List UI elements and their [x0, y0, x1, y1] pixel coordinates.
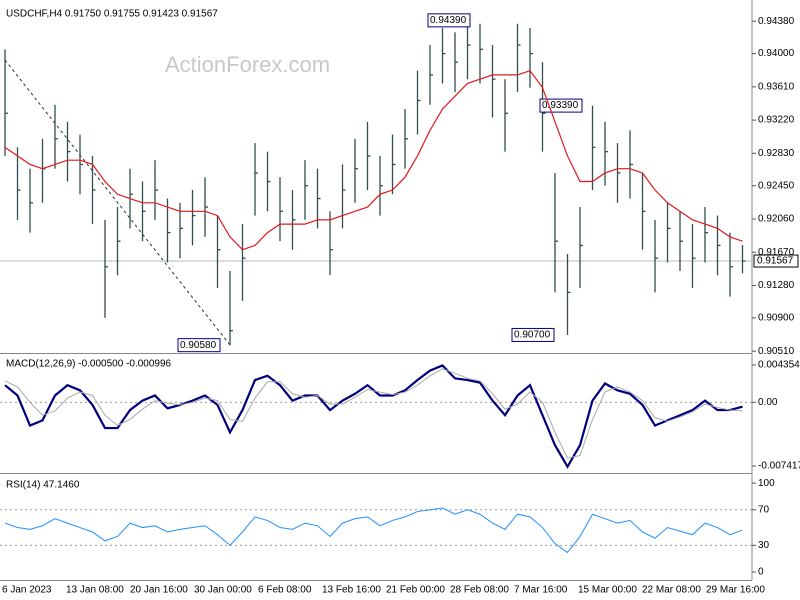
last-price-box	[753, 254, 799, 268]
x-tick-label: 15 Mar 00:00	[578, 585, 637, 596]
x-tick-label: 21 Feb 00:00	[386, 585, 445, 596]
y-tick-label: 0.92060	[758, 214, 795, 225]
panel-title: USDCHF,H4 0.91750 0.91755 0.91423 0.9156…	[6, 9, 218, 20]
y-tick-label: 0.94000	[758, 48, 795, 59]
x-tick-label: 13 Feb 16:00	[322, 585, 381, 596]
x-tick-label: 22 Mar 08:00	[642, 585, 701, 596]
y-tick-label: 0.92450	[758, 180, 795, 191]
annotation-label: 0.90580	[180, 340, 217, 351]
y-tick-label: 0.93610	[758, 81, 795, 92]
series-line	[4, 69, 743, 251]
y-tick-label: 70	[758, 504, 770, 515]
y-tick-label: 0.94380	[758, 16, 795, 27]
y-tick-label: 30	[758, 540, 770, 551]
y-tick-label: 0.91280	[758, 280, 795, 291]
x-tick-label: 13 Jan 08:00	[66, 585, 124, 596]
annotation-box	[177, 338, 221, 353]
annotation-label: 0.90700	[514, 330, 551, 341]
trend-line	[4, 59, 231, 346]
series-line	[4, 368, 743, 459]
y-tick-label: 0.004354	[758, 360, 800, 371]
y-tick-label: -0.007417	[758, 461, 800, 472]
annotation-box	[511, 327, 555, 342]
last-price-label: 0.91567	[757, 256, 794, 267]
y-tick-label: 0	[758, 567, 764, 578]
x-tick-label: 6 Jan 2023	[2, 585, 52, 596]
y-tick-label: 0.00	[758, 397, 778, 408]
x-tick-label: 30 Jan 00:00	[194, 585, 252, 596]
annotation-label: 0.94390	[430, 15, 467, 26]
series-line	[4, 507, 743, 554]
y-tick-label: 0.90510	[758, 346, 795, 357]
x-tick-label: 7 Mar 16:00	[514, 585, 568, 596]
x-tick-label: 20 Jan 16:00	[130, 585, 188, 596]
y-tick-label: 0.93220	[758, 115, 795, 126]
watermark: ActionForex.com	[165, 52, 330, 77]
x-tick-label: 29 Mar 16:00	[706, 585, 765, 596]
x-tick-label: 28 Feb 08:00	[450, 585, 509, 596]
x-tick-label: 6 Feb 08:00	[258, 585, 312, 596]
annotation-box	[427, 13, 471, 28]
y-tick-label: 100	[758, 478, 775, 489]
panel-title: RSI(14) 47.1460	[6, 480, 80, 491]
annotation-label: 0.93390	[542, 100, 579, 111]
y-tick-label: 0.91670	[758, 247, 795, 258]
y-tick-label: 0.90900	[758, 313, 795, 324]
panel-title: MACD(12,26,9) -0.000500 -0.000996	[6, 359, 172, 370]
y-tick-label: 0.92830	[758, 148, 795, 159]
